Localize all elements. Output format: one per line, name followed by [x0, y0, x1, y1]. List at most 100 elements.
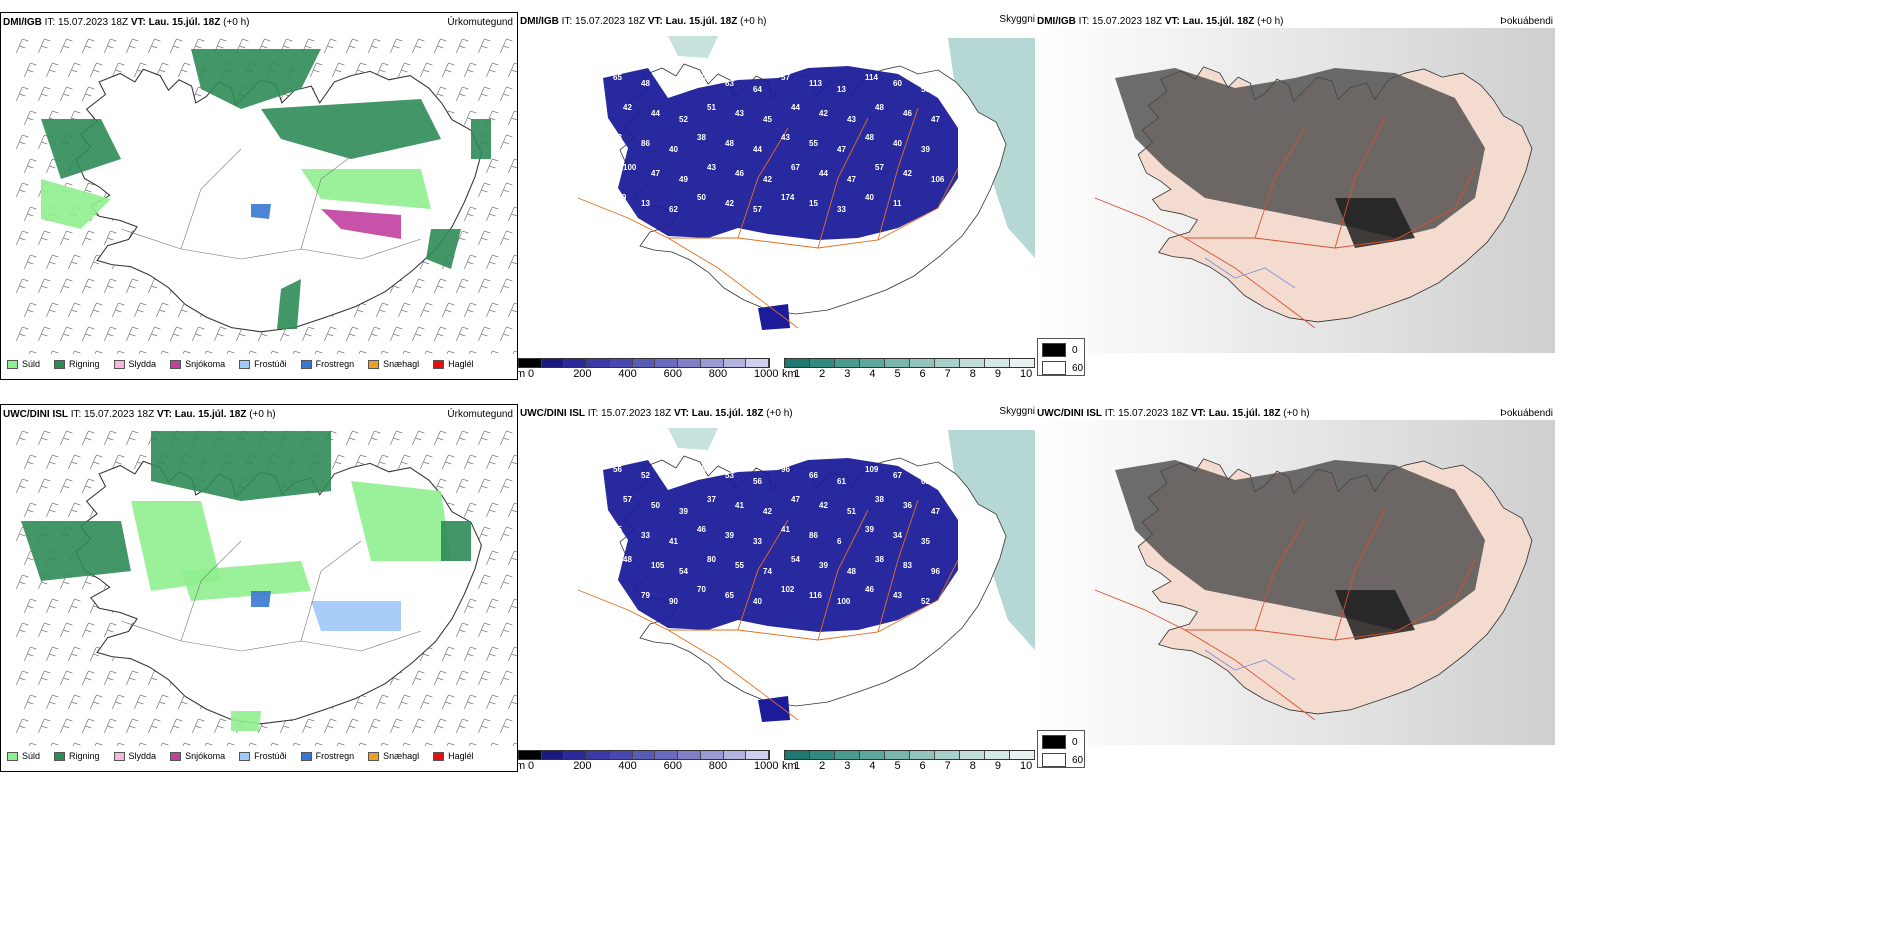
wind-barb: [456, 230, 469, 246]
cloudbase-label: 96: [781, 465, 790, 474]
precip-area: [441, 521, 471, 561]
cloudbase-label: 47: [847, 175, 856, 184]
wind-barb: [500, 622, 513, 638]
visibility-tick: 3: [844, 760, 851, 772]
wind-barb: [434, 430, 447, 446]
cloudbase-label: 13: [837, 85, 846, 94]
wind-barb: [148, 38, 161, 54]
colorbar-segment: [746, 751, 770, 759]
precip-panel-bottom: UWC/DINI ISL IT: 15.07.2023 18Z VT: Lau.…: [0, 404, 518, 772]
cloudbase-label: 51: [707, 103, 716, 112]
cloudbase-label: 44: [791, 103, 800, 112]
wind-barb: [68, 302, 81, 318]
cloudbase-unit: m: [518, 760, 526, 772]
wind-barb: [50, 742, 59, 746]
cloudbase-tick: 800: [708, 760, 728, 772]
wind-barb: [390, 38, 403, 54]
wind-barb: [508, 502, 517, 518]
wind-barb: [16, 574, 29, 590]
precip-area: [426, 229, 461, 269]
wind-barb: [486, 454, 499, 470]
colorbar-segment: [723, 751, 747, 759]
cloudbase-label: 42: [819, 109, 828, 118]
wind-barb: [46, 62, 59, 78]
panel-header: UWC/DINI ISL IT: 15.07.2023 18Z VT: Lau.…: [520, 408, 793, 420]
wind-barb: [420, 302, 433, 318]
wind-barb: [478, 430, 491, 446]
wind-barb: [500, 326, 513, 342]
wind-barb: [214, 326, 227, 342]
cloudbase-label: 67: [791, 163, 800, 172]
wind-barb: [204, 742, 213, 746]
panel-title: Úrkomutegund: [447, 17, 513, 28]
wind-barb: [478, 38, 491, 54]
wind-barb: [82, 86, 95, 102]
precip-area: [301, 169, 431, 209]
wind-barb: [332, 62, 345, 78]
wind-barb: [68, 62, 81, 78]
cloud-panel-top: DMI/IGB IT: 15.07.2023 18Z VT: Lau. 15.j…: [518, 12, 1035, 380]
wind-barb: [434, 38, 447, 54]
cloudbase-label: 61: [837, 477, 846, 486]
legend-label: Snjókoma: [185, 359, 226, 369]
wind-barb: [248, 350, 257, 354]
cloudbase-label: 38: [697, 133, 706, 142]
wind-barb: [508, 550, 517, 566]
cloudbase-label: 74: [763, 567, 772, 576]
wind-barb: [292, 350, 301, 354]
precip-area: [277, 279, 301, 329]
colorbar-segment: [835, 751, 860, 759]
wind-barb: [464, 646, 477, 662]
lead-time: (+0 h): [249, 409, 276, 420]
cloud-map: 56 52 68 35 53 56 96 66 61 109 67 61 57 50 39 37 41 42 47 4…: [518, 420, 1035, 738]
cloudbase-label: 41: [735, 501, 744, 510]
cloudbase-tick: 1000: [754, 760, 779, 772]
low-cloud-area: [603, 458, 958, 632]
colorbar-segment: [910, 751, 935, 759]
wind-barb: [478, 526, 491, 542]
wind-barb: [354, 62, 367, 78]
cloudbase-label: 33: [641, 531, 650, 540]
colorbar-segment: [935, 359, 960, 367]
wind-barb: [90, 62, 103, 78]
wind-barb: [464, 254, 477, 270]
legend-label: Frostregn: [315, 359, 355, 369]
wind-barb: [50, 350, 59, 354]
legend-swatch: [239, 359, 251, 369]
wind-barb: [456, 670, 469, 686]
cloudbase-label: 42: [669, 85, 678, 94]
fog-legend-high: 0: [1072, 344, 1078, 356]
wind-barb: [226, 350, 235, 354]
wind-barb: [434, 718, 447, 734]
precip-legend-item: Frostúði: [239, 751, 287, 761]
wind-barb: [508, 694, 517, 710]
wind-barb: [68, 694, 81, 710]
wind-barb: [376, 62, 389, 78]
wind-barb: [38, 86, 51, 102]
valid-time: VT: Lau. 15.júl. 18Z: [130, 17, 221, 28]
cloudbase-label: 36: [903, 501, 912, 510]
wind-barb: [46, 454, 59, 470]
wind-barb: [442, 694, 455, 710]
wind-barb: [500, 478, 513, 494]
wind-barb: [24, 302, 37, 318]
visibility-area: [668, 428, 718, 450]
init-time: IT: 15.07.2023 18Z: [561, 16, 646, 27]
colorbar-segment: [810, 751, 835, 759]
legend-swatch: [170, 359, 182, 369]
wind-barb: [486, 302, 499, 318]
precip-legend-item: Súld: [7, 751, 40, 761]
wind-barb: [314, 742, 323, 746]
legend-label: Súld: [22, 751, 41, 761]
cloudbase-label: 40: [669, 145, 678, 154]
wind-barb: [314, 350, 323, 354]
wind-barb: [38, 670, 51, 686]
panel-title: Skyggni: [999, 406, 1035, 417]
wind-barb: [270, 742, 279, 746]
wind-barb: [170, 326, 183, 342]
cloudbase-label: 57: [623, 495, 632, 504]
cloudbase-label: 86: [809, 531, 818, 540]
visibility-tick: 9: [994, 368, 1001, 380]
cloudbase-label: 65: [725, 591, 734, 600]
cloudbase-label: 46: [697, 525, 706, 534]
